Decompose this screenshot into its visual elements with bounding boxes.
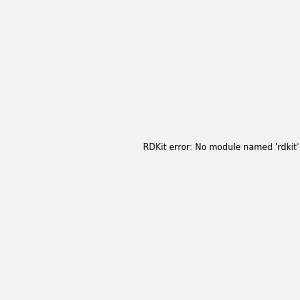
Text: RDKit error: No module named 'rdkit': RDKit error: No module named 'rdkit' (143, 143, 299, 152)
